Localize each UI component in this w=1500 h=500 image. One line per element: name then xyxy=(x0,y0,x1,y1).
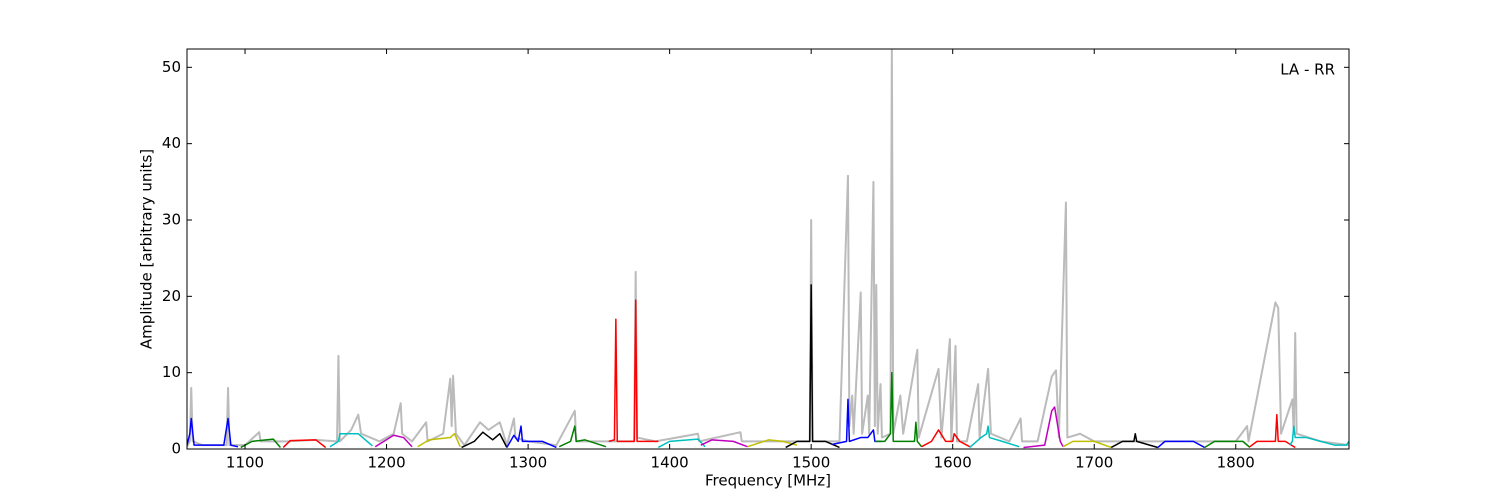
series-line xyxy=(921,429,971,448)
x-tick-label: 1500 xyxy=(792,454,830,472)
series-line xyxy=(1288,425,1349,446)
series-line xyxy=(832,398,882,446)
series-line xyxy=(1062,440,1112,449)
x-tick-label: 1300 xyxy=(509,454,547,472)
series-line xyxy=(417,432,461,448)
series-line xyxy=(187,49,1349,448)
series-line xyxy=(374,434,413,448)
y-tick-label: 30 xyxy=(162,210,181,228)
series-line xyxy=(1157,440,1205,449)
y-tick-label: 0 xyxy=(171,440,181,458)
series-line xyxy=(747,439,798,448)
series-line xyxy=(506,425,557,449)
annotation: LA - RR xyxy=(1280,61,1335,79)
x-tick-label: 1400 xyxy=(651,454,689,472)
y-tick-label: 50 xyxy=(162,58,181,76)
series-line xyxy=(1204,440,1251,449)
series-line xyxy=(969,425,1020,449)
series-line xyxy=(785,284,840,449)
x-tick-label: 1100 xyxy=(226,454,264,472)
y-tick-label: 40 xyxy=(162,134,181,152)
series-line xyxy=(240,438,281,449)
series-line xyxy=(187,417,239,448)
series-line xyxy=(1110,432,1159,449)
x-tick-label: 1200 xyxy=(367,454,405,472)
series-line xyxy=(1249,413,1296,449)
series-line xyxy=(558,425,607,448)
y-axis-label: Amplitude [arbitrary units] xyxy=(138,149,156,349)
x-tick-label: 1800 xyxy=(1217,454,1255,472)
series-line xyxy=(461,431,508,449)
series-line xyxy=(608,299,659,443)
series-line xyxy=(700,439,748,448)
series-line xyxy=(282,439,327,449)
y-tick-label: 10 xyxy=(162,363,181,381)
series-line xyxy=(874,371,923,448)
plot-frame xyxy=(186,48,1350,450)
x-tick-label: 1600 xyxy=(934,454,972,472)
y-tick-label: 20 xyxy=(162,287,181,305)
x-tick-label: 1700 xyxy=(1075,454,1113,472)
x-axis-label: Frequency [MHz] xyxy=(705,472,831,490)
series-line xyxy=(1023,406,1064,449)
series-line xyxy=(657,438,706,449)
series-line xyxy=(329,432,373,448)
